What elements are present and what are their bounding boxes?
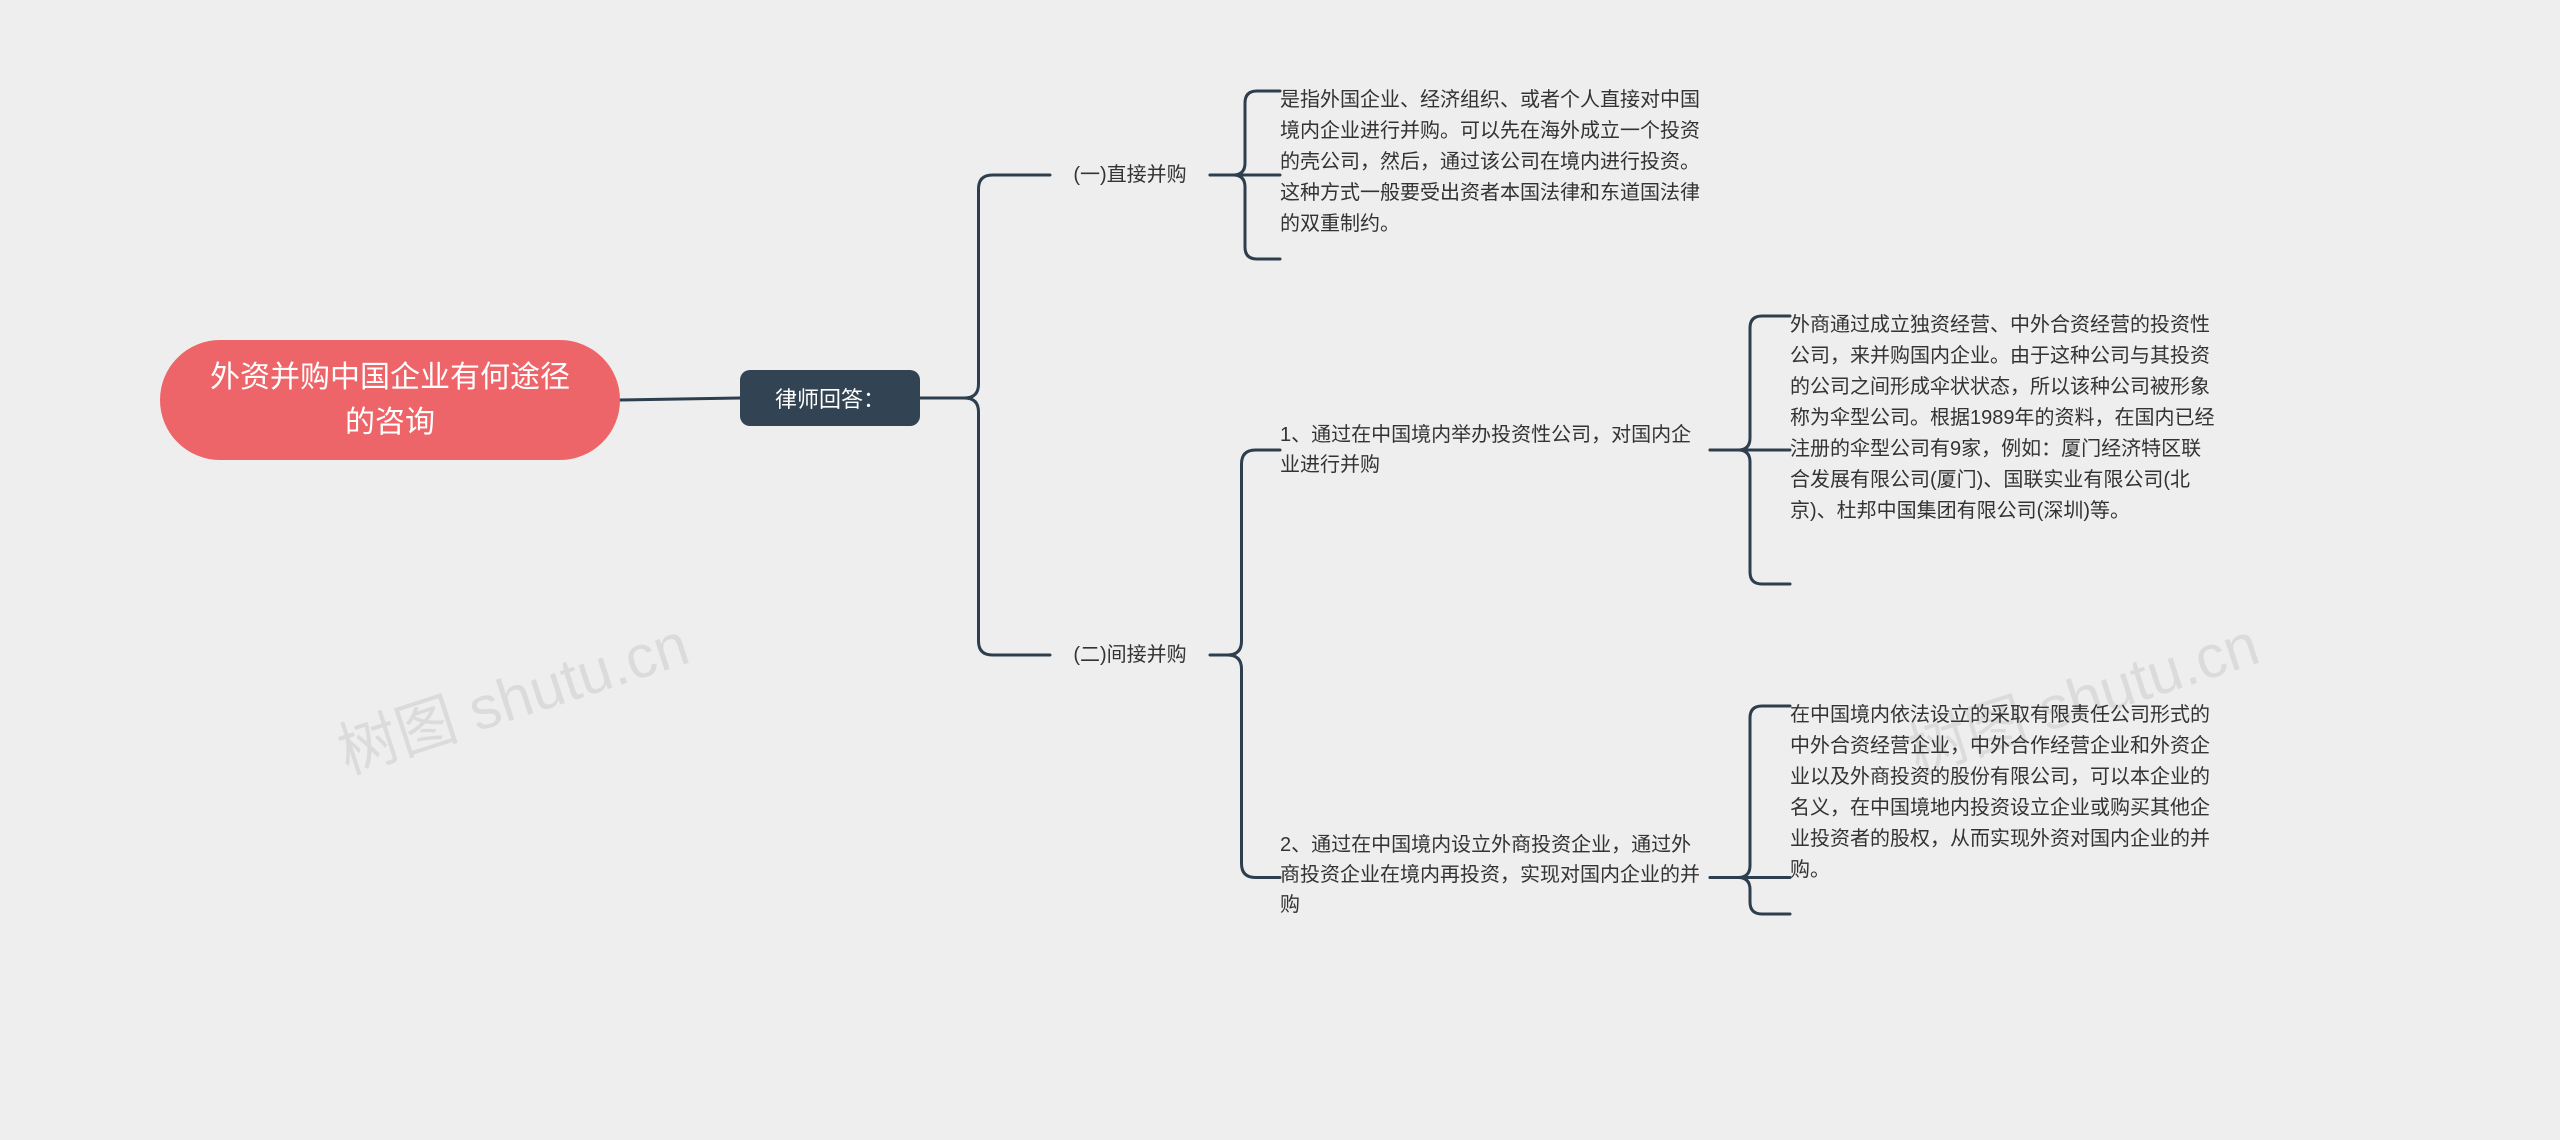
branch-2-child-2-leaf: 在中国境内依法设立的采取有限责任公司形式的中外合资经营企业，中外合作经营企业和外… xyxy=(1790,700,2220,920)
branch-2-child-2-label-text: 2、通过在中国境内设立外商投资企业，通过外商投资企业在境内再投资，实现对国内企业… xyxy=(1280,830,1710,920)
mindmap-node-level1: 律师回答： xyxy=(740,370,920,426)
watermark-1: 树图 shutu.cn xyxy=(325,596,698,791)
branch-1-leaf-text: 是指外国企业、经济组织、或者个人直接对中国境内企业进行并购。可以先在海外成立一个… xyxy=(1280,85,1710,240)
branch-2-label: (二)间接并购 xyxy=(1050,640,1210,670)
branch-2-child-1-label-text: 1、通过在中国境内举办投资性公司，对国内企业进行并购 xyxy=(1280,420,1710,480)
branch-2-label-text: (二)间接并购 xyxy=(1073,640,1186,670)
mindmap-root: 外资并购中国企业有何途径的咨询 xyxy=(160,340,620,460)
branch-2-child-1-leaf: 外商通过成立独资经营、中外合资经营的投资性公司，来并购国内企业。由于这种公司与其… xyxy=(1790,310,2220,590)
branch-2-child-1-label: 1、通过在中国境内举办投资性公司，对国内企业进行并购 xyxy=(1280,420,1710,480)
branch-1-label-text: (一)直接并购 xyxy=(1073,160,1186,190)
branch-2-child-2-label: 2、通过在中国境内设立外商投资企业，通过外商投资企业在境内再投资，实现对国内企业… xyxy=(1280,830,1710,925)
root-text: 外资并购中国企业有何途径的咨询 xyxy=(200,355,580,445)
branch-2-child-2-leaf-text: 在中国境内依法设立的采取有限责任公司形式的中外合资经营企业，中外合作经营企业和外… xyxy=(1790,700,2220,886)
branch-2-child-1-leaf-text: 外商通过成立独资经营、中外合资经营的投资性公司，来并购国内企业。由于这种公司与其… xyxy=(1790,310,2220,527)
level1-text: 律师回答： xyxy=(775,382,885,414)
branch-1-label: (一)直接并购 xyxy=(1050,160,1210,190)
branch-1-leaf: 是指外国企业、经济组织、或者个人直接对中国境内企业进行并购。可以先在海外成立一个… xyxy=(1280,85,1710,265)
